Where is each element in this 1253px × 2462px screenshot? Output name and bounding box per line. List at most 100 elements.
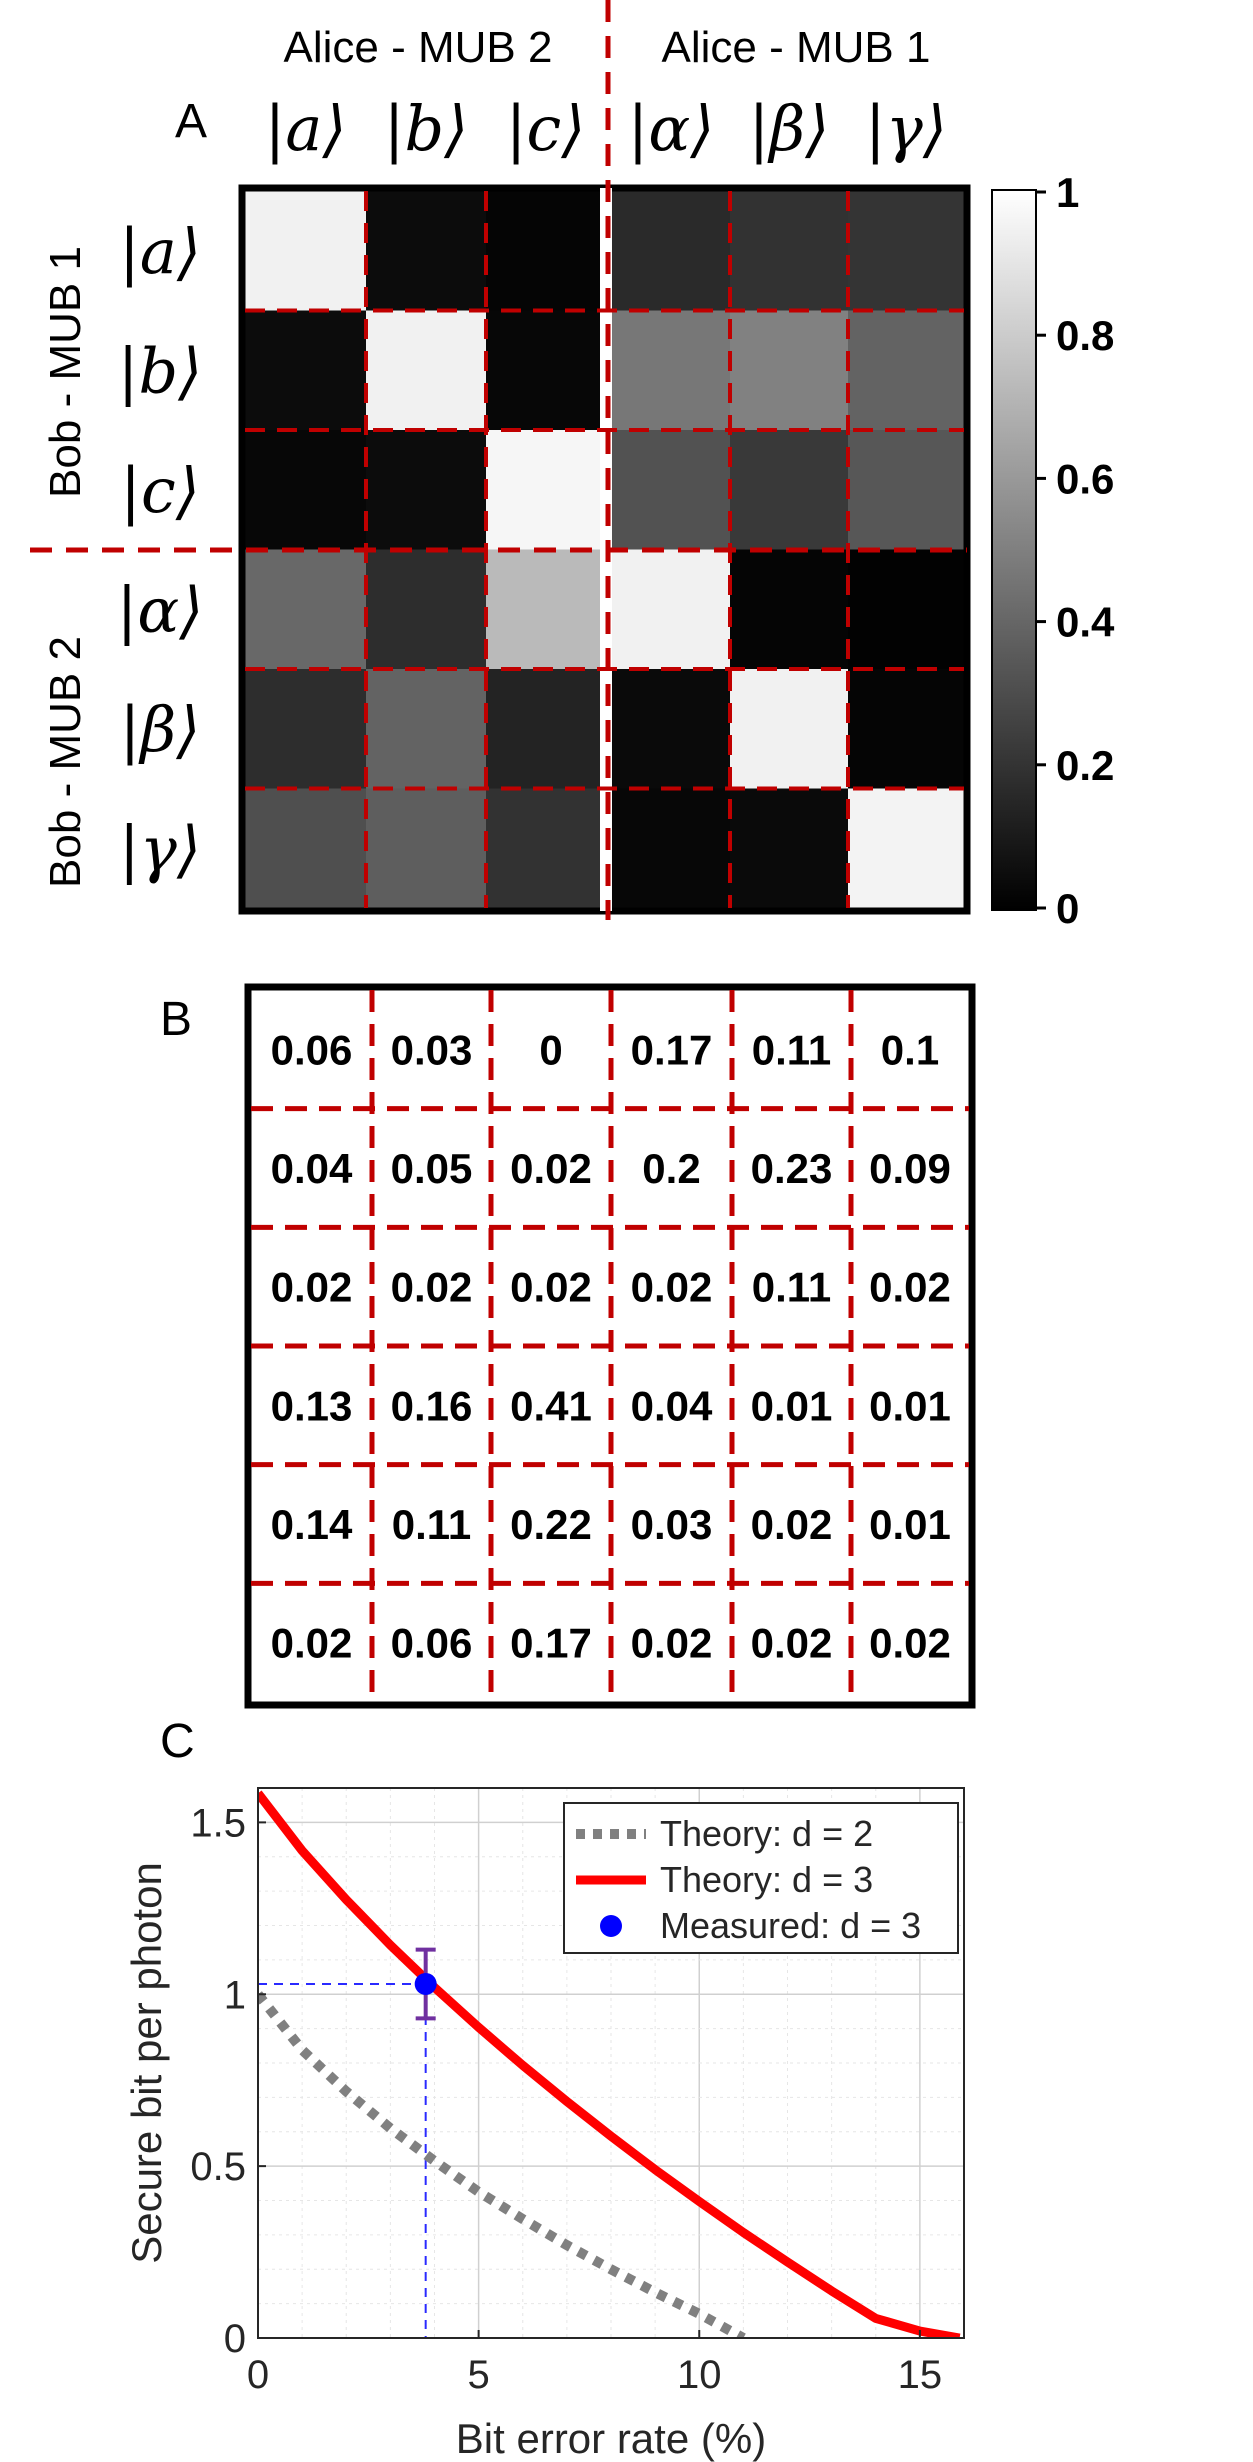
panel-a-letter: A — [175, 95, 207, 148]
table-cell-r4-c3: 0.03 — [631, 1501, 713, 1548]
heatmap-cell-r1-c2 — [486, 310, 605, 430]
heatmap-cell-r2-c0 — [245, 430, 366, 550]
heatmap-cell-r3-c0 — [245, 549, 366, 669]
heatmap-cell-r0-c3 — [612, 191, 730, 311]
heatmap-cell-r5-c3 — [612, 788, 730, 908]
col-group-label-alice-mub1: Alice - MUB 1 — [662, 23, 931, 72]
col-ket-label-5: |γ⟩ — [865, 92, 947, 165]
table-cell-r4-c2: 0.22 — [510, 1501, 592, 1548]
table-cell-r3-c5: 0.01 — [869, 1382, 951, 1429]
series-layer — [258, 1790, 961, 2338]
heatmap-cell-r5-c0 — [245, 788, 366, 908]
row-ket-label-1: |b⟩ — [118, 334, 203, 407]
table-cell-r5-c2: 0.17 — [510, 1620, 592, 1667]
legend-label-2: Measured: d = 3 — [660, 1905, 921, 1946]
table-cell-r0-c4: 0.11 — [752, 1026, 831, 1073]
heatmap-cell-r4-c5 — [848, 669, 964, 789]
heatmap-cell-r3-c5 — [848, 549, 964, 669]
y-tick-label-3: 1.5 — [190, 1801, 246, 1845]
table-cell-r1-c5: 0.09 — [869, 1145, 951, 1192]
reference-lines — [258, 1982, 427, 2338]
y-tick-label-1: 0.5 — [190, 2145, 246, 2189]
table-values: 0.06 0.03 0 0.17 0.11 0.1 0.04 0.05 0.02 0.2 0.23 0… — [271, 1026, 951, 1666]
col-ket-label-4: |β⟩ — [749, 92, 830, 165]
heatmap-cell-r4-c0 — [245, 669, 366, 789]
heatmap-cell-r4-c3 — [612, 669, 730, 789]
col-ket-label-3: |α⟩ — [628, 92, 715, 165]
row-ket-label-0: |a⟩ — [119, 215, 201, 288]
heatmap-cell-r2-c1 — [366, 430, 486, 550]
panel-b: B 0.06 0.03 0 0.17 0.11 0.1 0.04 0.05 0.02 0.2 0.2… — [160, 983, 976, 1709]
col-ket-labels: |a⟩ |b⟩ |c⟩ |α⟩ |β⟩ |γ⟩ — [264, 92, 947, 165]
table-cell-r3-c3: 0.04 — [631, 1382, 713, 1429]
heatmap-cell-r2-c2 — [486, 430, 605, 550]
colorbar-tick-label-5: 1 — [1056, 169, 1079, 216]
series-theory-d3 — [258, 1790, 961, 2338]
legend-swatch-2 — [600, 1915, 622, 1937]
col-ket-label-1: |b⟩ — [384, 92, 469, 165]
heatmap-cell-r4-c2 — [486, 669, 605, 789]
table-cell-r0-c0: 0.06 — [271, 1026, 353, 1073]
table-cell-r3-c4: 0.01 — [751, 1382, 833, 1429]
legend-label-0: Theory: d = 2 — [660, 1813, 873, 1854]
heatmap-cell-r3-c1 — [366, 549, 486, 669]
y-axis-label: Secure bit per photon — [123, 1862, 170, 2264]
panel-c-letter: C — [160, 1715, 195, 1768]
row-ket-labels: |a⟩ |b⟩ |c⟩ |α⟩ |β⟩ |γ⟩ — [117, 215, 204, 886]
col-ket-label-2: |c⟩ — [506, 92, 586, 165]
table-cell-r1-c2: 0.02 — [510, 1145, 592, 1192]
panel-b-letter: B — [160, 993, 192, 1046]
y-tick-label-0: 0 — [224, 2317, 246, 2361]
heatmap-cell-r2-c4 — [730, 430, 848, 550]
heatmap-cell-r2-c3 — [612, 430, 730, 550]
row-group-label-bob-mub1: Bob - MUB 1 — [41, 246, 90, 498]
colorbar-tick-label-4: 0.8 — [1056, 312, 1114, 359]
table-cell-r5-c1: 0.06 — [391, 1620, 473, 1667]
legend: Theory: d = 2 Theory: d = 3 Measured: d = … — [563, 1802, 959, 1954]
x-tick-label-3: 15 — [898, 2353, 943, 2397]
table-cell-r2-c5: 0.02 — [869, 1264, 951, 1311]
legend-label-1: Theory: d = 3 — [660, 1859, 873, 1900]
heatmap-cell-r3-c4 — [730, 549, 848, 669]
panel-c: C 0 5 10 15 0 0.5 1 1.5 Bit error rate (%) Secu… — [123, 1715, 965, 2462]
heatmap-cell-r2-c5 — [848, 430, 964, 550]
heatmap-cell-r0-c5 — [848, 191, 964, 311]
table-cell-r1-c0: 0.04 — [271, 1145, 353, 1192]
colorbar-tick-label-3: 0.6 — [1056, 455, 1114, 502]
x-tick-label-2: 10 — [677, 2353, 722, 2397]
heatmap-cell-r1-c5 — [848, 310, 964, 430]
colorbar-tick-label-0: 0 — [1056, 885, 1079, 932]
heatmap-cell-r4-c4 — [730, 669, 848, 789]
col-group-label-alice-mub2: Alice - MUB 2 — [284, 23, 553, 72]
axis-ticks: 0 5 10 15 0 0.5 1 1.5 — [190, 1801, 942, 2397]
measured-layer — [414, 1947, 437, 2021]
table-cell-r1-c3: 0.2 — [642, 1145, 700, 1192]
heatmap-cell-r1-c4 — [730, 310, 848, 430]
heatmap-cell-r1-c0 — [245, 310, 366, 430]
table-cell-r0-c2: 0 — [539, 1026, 562, 1073]
table-cell-r5-c4: 0.02 — [751, 1620, 833, 1667]
table-cell-r4-c1: 0.11 — [392, 1501, 471, 1548]
colorbar-tick-label-2: 0.4 — [1056, 599, 1115, 646]
row-ket-label-3: |α⟩ — [117, 573, 204, 646]
row-ket-label-4: |β⟩ — [120, 693, 201, 766]
heatmap-cell-r0-c0 — [245, 191, 366, 311]
col-ket-label-0: |a⟩ — [264, 92, 346, 165]
table-cell-r2-c1: 0.02 — [391, 1264, 473, 1311]
heatmap-cell-r0-c1 — [366, 191, 486, 311]
table-cell-r4-c0: 0.14 — [271, 1501, 353, 1548]
x-tick-label-1: 5 — [468, 2353, 490, 2397]
heatmap-cell-r0-c4 — [730, 191, 848, 311]
heatmap-cell-r1-c1 — [366, 310, 486, 430]
table-cell-r3-c1: 0.16 — [391, 1382, 473, 1429]
series-theory-d2 — [258, 1991, 746, 2338]
table-cell-r2-c3: 0.02 — [631, 1264, 713, 1311]
row-ket-label-5: |γ⟩ — [119, 812, 201, 885]
table-cell-r1-c1: 0.05 — [391, 1145, 473, 1192]
table-cell-r4-c5: 0.01 — [869, 1501, 951, 1548]
table-cell-r3-c0: 0.13 — [271, 1382, 353, 1429]
table-cell-r1-c4: 0.23 — [751, 1145, 833, 1192]
table-cell-r0-c3: 0.17 — [631, 1026, 713, 1073]
row-ket-label-2: |c⟩ — [120, 454, 200, 527]
